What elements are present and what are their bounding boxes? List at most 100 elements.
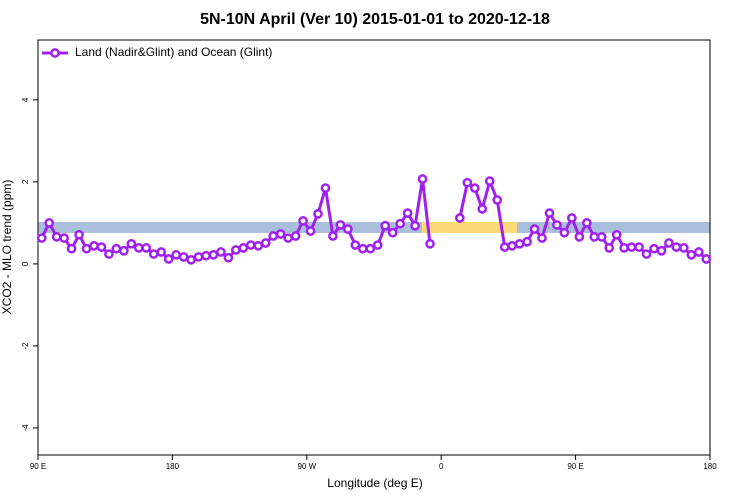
data-point <box>305 226 316 236</box>
data-point <box>402 208 413 218</box>
data-point <box>171 250 181 260</box>
data-point <box>260 238 271 248</box>
data-point <box>193 252 204 262</box>
data-point <box>522 236 532 247</box>
data-point <box>141 243 152 253</box>
data-point <box>462 177 473 188</box>
data-point <box>44 218 55 228</box>
data-point <box>253 241 264 251</box>
data-point <box>581 218 592 228</box>
x-tick-label: 180 <box>166 462 180 471</box>
data-point <box>619 243 629 253</box>
data-point <box>163 254 174 264</box>
data-point <box>656 245 667 256</box>
data-point <box>74 229 84 240</box>
data-point <box>664 238 674 248</box>
data-point <box>469 183 480 193</box>
data-point <box>701 254 712 264</box>
data-point <box>126 238 137 249</box>
data-point <box>567 213 577 223</box>
data-point <box>626 242 637 252</box>
y-axis-label: XCO2 - MLO trend (ppm) <box>0 180 14 315</box>
data-point <box>268 231 279 241</box>
data-point <box>507 241 517 251</box>
data-point <box>693 247 704 257</box>
legend-marker <box>50 48 60 58</box>
x-tick-label: 90 W <box>297 462 316 471</box>
data-point <box>104 249 114 259</box>
data-point <box>596 231 607 242</box>
data-point <box>499 242 510 252</box>
data-point <box>36 233 47 243</box>
data-point <box>634 242 644 252</box>
data-point <box>492 195 503 205</box>
data-point <box>66 243 77 254</box>
data-point <box>514 238 525 249</box>
y-tick-label: -4 <box>21 424 30 432</box>
data-point <box>410 220 420 231</box>
data-point <box>216 247 226 257</box>
data-point <box>387 227 398 238</box>
data-point <box>328 231 338 241</box>
data-point <box>484 176 495 186</box>
data-point <box>89 241 99 251</box>
data-point <box>559 227 570 238</box>
data-point <box>313 209 323 219</box>
data-point <box>186 254 196 265</box>
data-point <box>156 247 167 257</box>
data-point <box>350 240 361 250</box>
data-point <box>275 229 286 239</box>
surface-band <box>38 222 710 233</box>
data-point <box>335 220 346 230</box>
data-point <box>679 243 689 253</box>
data-point <box>589 231 600 242</box>
data-point <box>671 242 682 252</box>
data-point <box>343 224 353 234</box>
data-point <box>604 243 615 253</box>
data-point <box>81 243 92 254</box>
x-tick-label: 90 E <box>30 462 46 471</box>
data-point <box>544 208 555 218</box>
y-tick-label: -2 <box>21 342 30 350</box>
data-point <box>208 250 219 260</box>
x-tick-label: 180 <box>703 462 717 471</box>
y-tick-label: 0 <box>21 261 30 266</box>
data-point <box>641 249 652 259</box>
chart-title: 5N-10N April (Ver 10) 2015-01-01 to 2020… <box>200 11 550 28</box>
data-point <box>148 249 159 259</box>
data-point <box>178 252 189 262</box>
data-point <box>395 218 405 229</box>
data-point <box>537 233 547 243</box>
data-point <box>133 243 144 253</box>
data-point <box>201 250 211 261</box>
data-point <box>365 243 376 254</box>
data-point <box>611 229 622 240</box>
data-point <box>649 243 659 254</box>
data-point <box>290 231 301 241</box>
data-point <box>245 240 256 250</box>
x-tick-label: 90 E <box>567 462 583 471</box>
data-point <box>51 231 62 242</box>
x-axis-label: Longitude (deg E) <box>327 476 422 490</box>
y-tick-label: 4 <box>21 97 30 102</box>
data-point <box>111 243 122 254</box>
data-point <box>357 243 368 254</box>
data-point <box>223 252 234 263</box>
data-point <box>320 183 331 193</box>
data-point <box>231 245 241 255</box>
data-point <box>59 233 69 243</box>
data-point <box>477 204 488 214</box>
data-point <box>686 250 697 260</box>
x-tick-label: 0 <box>439 462 444 471</box>
data-point <box>529 224 540 234</box>
data-point <box>96 242 107 252</box>
data-point <box>574 231 585 242</box>
data-point <box>380 220 391 231</box>
data-point <box>238 243 249 253</box>
surface-band-segment <box>422 222 517 233</box>
y-tick-label: 2 <box>21 179 30 184</box>
plot-frame <box>37 39 711 456</box>
data-point <box>455 213 465 223</box>
data-point <box>425 238 435 249</box>
